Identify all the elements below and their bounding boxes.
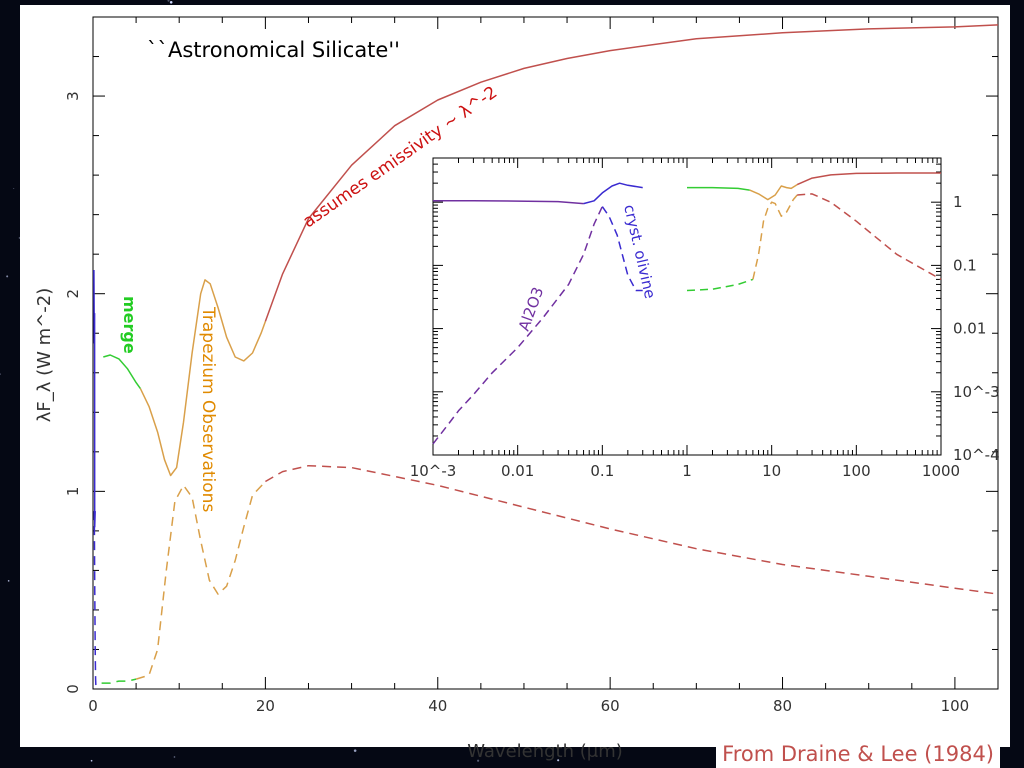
y-tick-label: 0: [64, 684, 82, 694]
star-dot: [169, 0, 173, 4]
main-series-line-6: [135, 480, 266, 680]
x-tick-label: 60: [601, 697, 620, 715]
main-series-group: [93, 24, 999, 690]
inset-y-tick-label: 10^-3: [953, 383, 1000, 401]
inset-series-line-8: [752, 194, 798, 280]
annotation-trapezium: Trapezium Observations: [198, 306, 218, 512]
star-dot: [7, 579, 10, 582]
y-tick-label: 3: [64, 91, 82, 101]
star-dot: [90, 759, 93, 762]
inset-y-tick-label: 1: [953, 193, 963, 211]
inset-x-tick-label: 100: [842, 462, 871, 480]
inset-x-tick-label: 1000: [922, 462, 960, 480]
inset-x-tick-label: 10: [762, 462, 781, 480]
inset-series-line-3: [749, 183, 798, 201]
inset-x-tick-label: 1: [682, 462, 692, 480]
inset-x-tick-label: 0.1: [590, 462, 614, 480]
star-dot: [13, 187, 15, 189]
inset-series-line-4: [796, 172, 941, 186]
inset-y-tick-label: 0.1: [953, 256, 977, 274]
star-dot: [167, 0, 170, 2]
y-tick-label: 2: [64, 289, 82, 299]
inset-y-tick-label: 10^-4: [953, 446, 1000, 464]
main-plot-frame: [92, 16, 999, 690]
main-chart-title: ``Astronomical Silicate'': [147, 38, 400, 62]
star-dot: [173, 756, 176, 758]
inset-x-tick-label: 10^-3: [410, 462, 457, 480]
y-axis-label: λF_λ (W m^-2): [34, 288, 55, 423]
inset-axis-ticks: 10^-3 0.01 0.1 1 10 100 1000 1 0.1 0.01 10^-3 10^-4: [410, 157, 1000, 480]
x-axis-label: Wavelength (μm): [467, 741, 623, 762]
annotation-merge: merge: [120, 296, 139, 354]
star-dot: [477, 759, 480, 762]
inset-chart: 10^-3 0.01 0.1 1 10 100 1000 1 0.1 0.01 10^-3 10^-4…: [410, 150, 1000, 480]
x-tick-label: 100: [941, 697, 970, 715]
main-series-line-7: [265, 464, 999, 595]
star-dot: [353, 749, 357, 752]
x-tick-label: 40: [428, 697, 447, 715]
x-tick-label: 80: [773, 697, 792, 715]
inset-series-line-0: [433, 200, 584, 205]
star-dot: [557, 759, 560, 762]
inset-series-line-6: [601, 206, 643, 292]
inset-y-tick-label: 0.01: [953, 320, 986, 338]
main-series-line-3: [264, 24, 999, 322]
source-credit: From Draine & Lee (1984): [716, 742, 1000, 768]
star-dot: [6, 275, 9, 278]
main-series-line-4: [93, 511, 97, 690]
inset-series-line-7: [686, 278, 754, 292]
inset-series-line-1: [583, 182, 643, 205]
main-series-line-0: [93, 269, 96, 528]
main-series-line-2: [139, 279, 267, 477]
inset-series-line-2: [687, 186, 750, 191]
inset-background: [424, 150, 972, 462]
starfield-background: [0, 0, 560, 762]
x-tick-label: 20: [256, 697, 275, 715]
main-series-line-1: [103, 354, 142, 390]
x-tick-label: 0: [88, 697, 98, 715]
inset-series-group: [432, 172, 942, 445]
main-series-line-5: [101, 678, 137, 684]
star-dot: [0, 373, 1, 376]
inset-x-tick-label: 0.01: [501, 462, 534, 480]
inset-series-line-5: [432, 206, 603, 445]
y-tick-label: 1: [64, 487, 82, 497]
